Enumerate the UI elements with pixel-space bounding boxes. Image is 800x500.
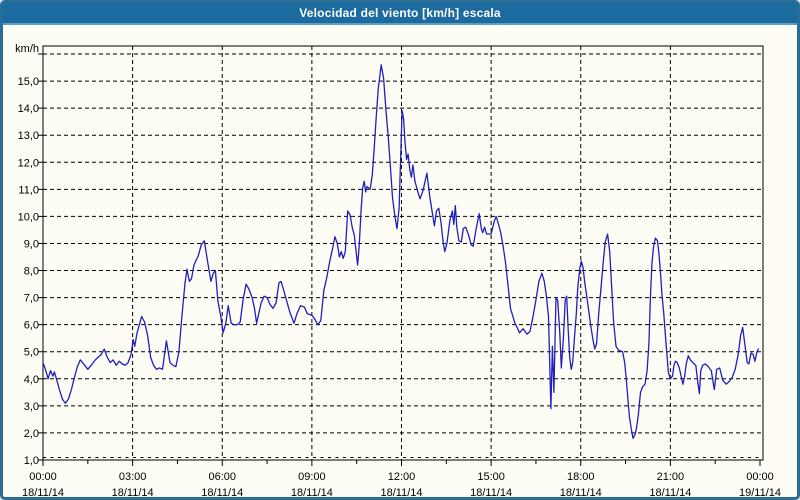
x-tick-time-label: 12:00 [388,471,416,483]
y-tick-label: 8,0 [24,266,39,278]
x-tick-date-label: 18/11/14 [201,487,243,497]
series-layer [42,64,760,439]
y-tick-label: 12,0 [18,157,39,169]
chart-canvas: 1,0 2,0 3,0 4,0 5,0 6,0 7,0 8,0 9,0 10,0 11,0 12,0 1… [15,43,781,497]
x-tick-time-label: 00:00 [29,471,57,483]
x-tick-time-label: 21:00 [657,471,685,483]
y-axis-unit-label: km/h [15,43,39,55]
y-tick-label: 5,0 [24,347,39,359]
title-bar: Velocidad del viento [km/h] escala [3,3,797,25]
y-tick-label: 6,0 [24,320,39,332]
y-tick-label: 3,0 [24,401,39,413]
y-tick-label: 13,0 [18,130,39,142]
x-tick-time-label: 03:00 [119,471,147,483]
axis-layer [38,45,764,466]
y-tick-label: 11,0 [18,184,39,196]
y-tick-label: 7,0 [24,293,39,305]
y-tick-label: 14,0 [18,103,39,115]
x-tick-time-label: 18:00 [567,471,595,483]
x-tick-date-label: 18/11/14 [649,487,691,497]
x-tick-date-label: 19/11/14 [739,487,781,497]
x-tick-date-label: 18/11/14 [291,487,333,497]
y-tick-label: 4,0 [24,374,39,386]
y-tick-label: 15,0 [18,76,39,88]
y-tick-label: 10,0 [18,211,39,223]
plot-frame [42,45,764,461]
x-tick-time-label: 06:00 [208,471,236,483]
x-tick-date-label: 18/11/14 [22,487,64,497]
y-tick-label: 1,0 [24,455,39,467]
x-tick-time-label: 15:00 [477,471,505,483]
wind-speed-line [42,64,760,439]
x-tick-date-label: 18/11/14 [112,487,154,497]
page-title: Velocidad del viento [km/h] escala [299,6,501,20]
x-tick-date-label: 18/11/14 [560,487,602,497]
x-tick-time-label: 09:00 [298,471,326,483]
y-tick-label: 9,0 [24,238,39,250]
x-tick-date-label: 18/11/14 [380,487,422,497]
grid-layer [43,46,763,460]
x-tick-time-label: 00:00 [746,471,774,483]
tick-labels-layer: 1,0 2,0 3,0 4,0 5,0 6,0 7,0 8,0 9,0 10,0 11,0 12,0 1… [15,43,781,497]
x-tick-date-label: 18/11/14 [470,487,512,497]
y-tick-label: 2,0 [24,428,39,440]
